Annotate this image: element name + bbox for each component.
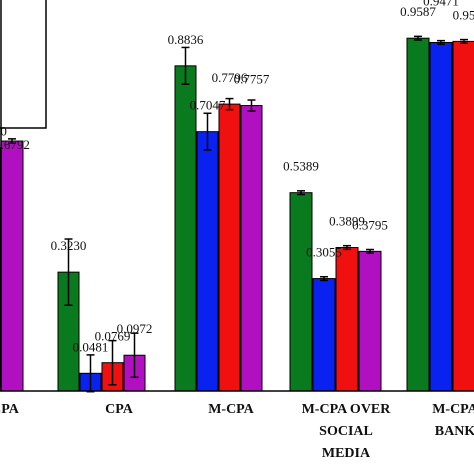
data-label-g3-s1: 0.3055 (306, 245, 342, 260)
legend-box (0, 0, 47, 129)
bar-g2-s2 (218, 103, 241, 392)
data-label-g4-s0: 0.9587 (400, 4, 436, 19)
data-label-g1-s2: 0.0769 (95, 329, 131, 344)
bar-g2-s0 (174, 65, 197, 392)
data-label-g3-s0: 0.5389 (283, 159, 319, 174)
data-label-g2-s1: 0.7047 (190, 98, 226, 113)
data-label-g2-s2: 0.7796 (212, 70, 248, 85)
bar-g0-s3 (0, 140, 24, 392)
category-label-g3-l1: SOCIAL (319, 424, 373, 439)
bar-g4-s0 (406, 37, 430, 392)
category-label-g3-l0: M-CPA OVER (302, 402, 392, 417)
category-label-g2-l0: M-CPA (208, 402, 254, 417)
bar-g4-s2 (452, 40, 474, 392)
data-label-g1-s1: 0.0481 (73, 339, 109, 354)
bar-g2-s1 (196, 131, 219, 392)
data-label-g1-s3: 0.0972 (117, 321, 153, 336)
data-label-g0-s2: 0.6620 (0, 123, 7, 138)
bar-g3-s2 (335, 247, 359, 392)
data-label-g4-s2: 0.95 (453, 7, 474, 22)
category-label-g4-l1: BANK (435, 424, 474, 439)
data-label-g3-s2: 0.3899 (329, 214, 365, 229)
data-label-g2-s0: 0.8836 (168, 32, 204, 47)
category-label-g4-l0: M-CPA (432, 402, 474, 417)
bar-g3-s3 (358, 250, 382, 392)
data-label-g4-s1: 0.9471 (423, 0, 459, 8)
data-label-g1-s0: 0.3230 (51, 238, 87, 253)
bar-g3-s1 (312, 278, 336, 392)
category-label-g0-l0: CPA (0, 402, 20, 417)
bar-g2-s3 (240, 105, 263, 392)
bar-g3-s0 (289, 192, 313, 392)
category-label-g1-l0: CPA (105, 402, 134, 417)
data-label-g0-s3: 0.6792 (0, 137, 30, 152)
category-label-g3-l2: MEDIA (322, 446, 371, 461)
bar-g4-s1 (429, 41, 453, 392)
data-label-g3-s3: 0.3795 (352, 217, 388, 232)
data-label-g2-s3: 0.7757 (234, 72, 270, 87)
